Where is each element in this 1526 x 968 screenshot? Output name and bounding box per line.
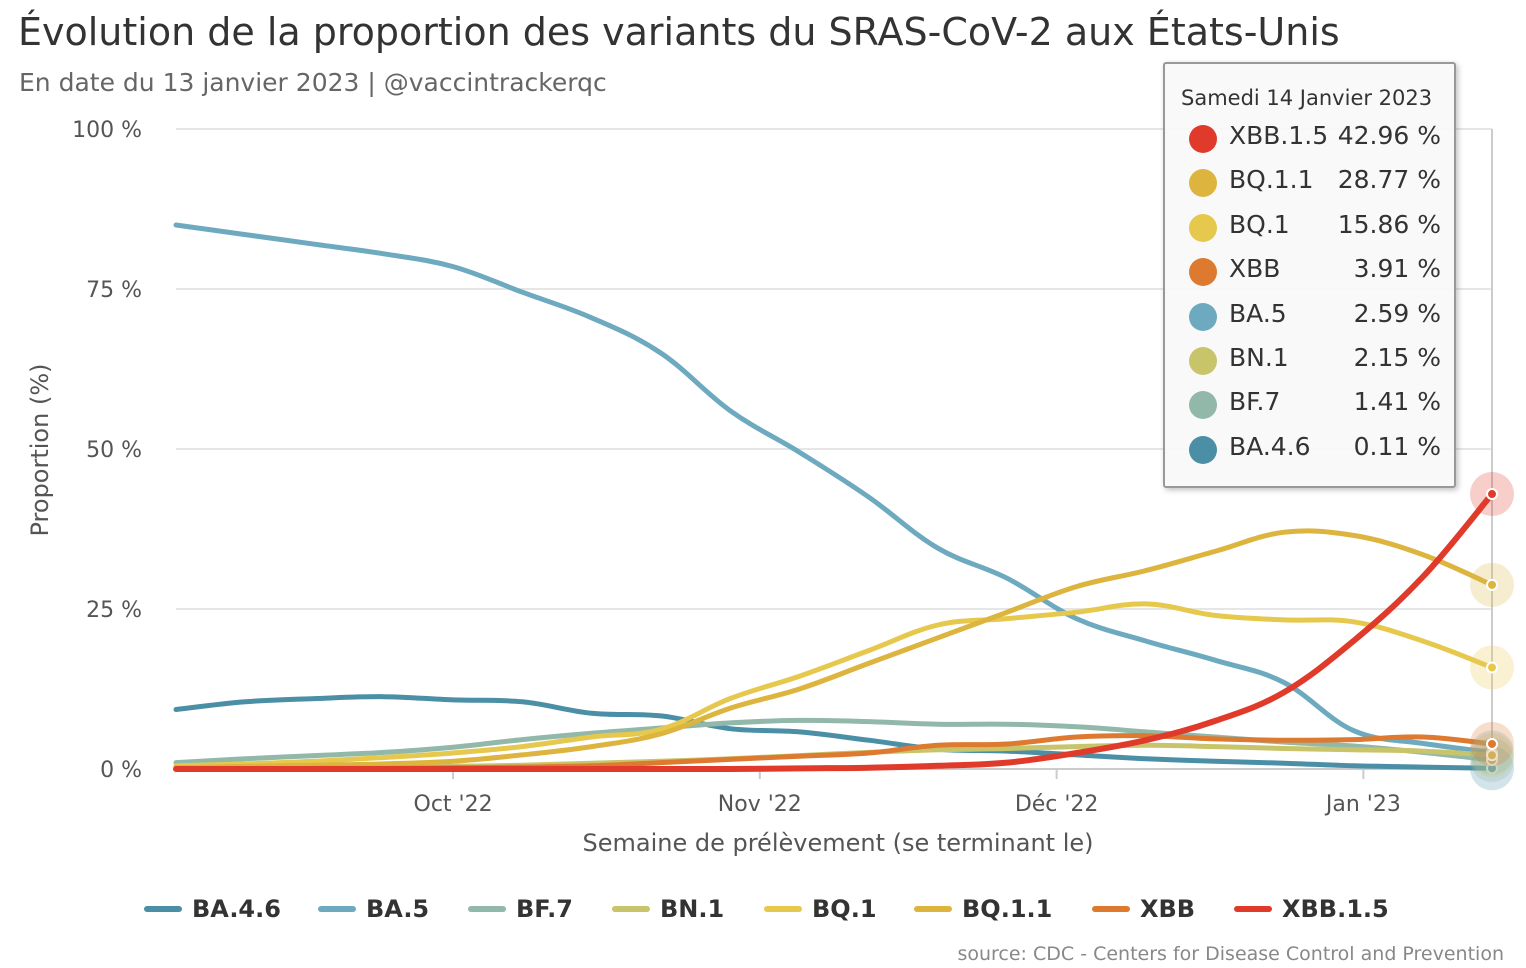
series-line-ba-5[interactable]	[173, 222, 1495, 755]
hover-point-xbb[interactable]	[1486, 737, 1498, 750]
legend-swatch	[144, 906, 182, 912]
legend-label: XBB.1.5	[1282, 895, 1389, 923]
x-axis-title: Semaine de prélèvement (se terminant le)	[582, 829, 1093, 857]
tooltip-series-name: BA.5	[1229, 298, 1287, 328]
legend-label: BQ.1.1	[962, 895, 1053, 923]
series-color-dot	[1189, 258, 1217, 287]
tooltip: Samedi 14 Janvier 2023 XBB.1.5 42.96 % BQ.…	[1163, 62, 1456, 488]
legend-label: BF.7	[516, 895, 573, 923]
tooltip-series-value: 1.41 %	[1353, 387, 1441, 417]
y-tick-label: 50 %	[86, 438, 142, 463]
series-line-bq-1[interactable]	[173, 601, 1495, 769]
tooltip-series-name: BF.7	[1229, 387, 1281, 417]
tooltip-series-value: 15.86 %	[1337, 209, 1441, 239]
hover-point-bn-1[interactable]	[1486, 749, 1498, 762]
legend-swatch	[468, 906, 506, 912]
tooltip-series-name: BN.1	[1229, 343, 1289, 372]
x-tick-label: Déc '22	[1015, 792, 1099, 817]
tooltip-row: BF.7 1.41 %	[1179, 382, 1441, 426]
legend-label: BN.1	[660, 895, 725, 923]
tooltip-row: BQ.1.1 28.77 %	[1179, 160, 1441, 204]
y-tick-label: 75 %	[86, 278, 142, 303]
series-color-dot	[1189, 435, 1217, 464]
series-lines	[173, 222, 1495, 773]
tooltip-row: XBB 3.91 %	[1179, 249, 1441, 293]
tooltip-series-name: BQ.1.1	[1229, 165, 1314, 195]
series-color-dot	[1189, 169, 1217, 198]
legend-swatch	[914, 906, 952, 912]
legend-swatch	[1234, 906, 1272, 912]
tooltip-row: BA.4.6 0.11 %	[1179, 427, 1441, 471]
y-tick-label: 100 %	[72, 118, 142, 143]
hover-point-xbb-1-5[interactable]	[1486, 488, 1498, 501]
series-color-dot	[1189, 125, 1217, 153]
series-line-xbb-1-5[interactable]	[173, 491, 1495, 773]
series-color-dot	[1189, 302, 1217, 331]
x-tick-label: Jan '23	[1324, 792, 1401, 817]
hover-point-bq-1[interactable]	[1486, 661, 1498, 674]
tooltip-series-value: 3.91 %	[1353, 254, 1441, 284]
tooltip-date: Samedi 14 Janvier 2023	[1181, 86, 1433, 110]
x-axis: Oct '22 Nov '22 Déc '22 Jan '23	[414, 769, 1401, 817]
legend-swatch	[764, 906, 802, 912]
tooltip-series-value: 2.59 %	[1353, 298, 1441, 328]
series-color-dot	[1189, 391, 1217, 420]
legend-label: BQ.1	[812, 895, 877, 923]
tooltip-series-name: XBB.1.5	[1229, 121, 1329, 150]
tooltip-row: BQ.1 15.86 %	[1179, 205, 1441, 249]
legend-item-ba-4-6[interactable]: BA.4.6	[144, 895, 281, 923]
legend: BA.4.6 BA.5 BF.7 BN.1 BQ.1 BQ.1.1 XBB XBB.1.5	[0, 895, 1526, 935]
source-credits[interactable]: source: CDC - Centers for Disease Contro…	[957, 943, 1504, 965]
legend-label: BA.5	[366, 895, 430, 923]
x-tick-label: Nov '22	[718, 792, 802, 817]
tooltip-row: BA.5 2.59 %	[1179, 294, 1441, 338]
legend-item-xbb-1-5[interactable]: XBB.1.5	[1234, 895, 1389, 923]
tooltip-row: XBB.1.5 42.96 %	[1179, 116, 1441, 160]
y-tick-label: 25 %	[86, 598, 142, 623]
legend-swatch	[612, 906, 650, 912]
legend-item-ba-5[interactable]: BA.5	[318, 895, 429, 923]
chart-title: Évolution de la proportion des variants …	[18, 10, 1340, 54]
y-axis-title: Proportion (%)	[26, 364, 54, 537]
legend-item-bn-1[interactable]: BN.1	[612, 895, 724, 923]
series-line-bq-1-1[interactable]	[173, 528, 1495, 771]
tooltip-row: BN.1 2.15 %	[1179, 338, 1441, 382]
legend-item-bf-7[interactable]: BF.7	[468, 895, 573, 923]
tooltip-series-name: BQ.1	[1229, 209, 1290, 239]
legend-label: XBB	[1140, 895, 1196, 923]
tooltip-series-name: BA.4.6	[1229, 431, 1311, 461]
hover-point-bq-1-1[interactable]	[1486, 578, 1498, 591]
chart-subtitle: En date du 13 janvier 2023 | @vaccintrac…	[19, 68, 607, 97]
legend-item-xbb[interactable]: XBB	[1092, 895, 1195, 923]
tooltip-series-value: 28.77 %	[1337, 165, 1441, 195]
tooltip-series-name: XBB	[1229, 254, 1281, 284]
legend-swatch	[1092, 906, 1130, 912]
x-tick-label: Oct '22	[414, 792, 493, 817]
y-tick-label: 0 %	[100, 758, 142, 783]
series-color-dot	[1189, 213, 1217, 242]
legend-label: BA.4.6	[192, 895, 281, 923]
tooltip-series-value: 0.11 %	[1353, 431, 1441, 461]
legend-item-bq-1[interactable]: BQ.1	[764, 895, 877, 923]
legend-swatch	[318, 906, 356, 912]
hover-markers	[1470, 472, 1514, 791]
series-line-ba-4-6[interactable]	[173, 694, 1495, 771]
y-axis-ticks: 0 % 25 % 50 % 75 % 100 %	[72, 118, 142, 783]
tooltip-series-value: 42.96 %	[1337, 121, 1441, 150]
series-color-dot	[1189, 347, 1217, 375]
legend-item-bq-1-1[interactable]: BQ.1.1	[914, 895, 1052, 923]
tooltip-series-value: 2.15 %	[1353, 343, 1441, 372]
